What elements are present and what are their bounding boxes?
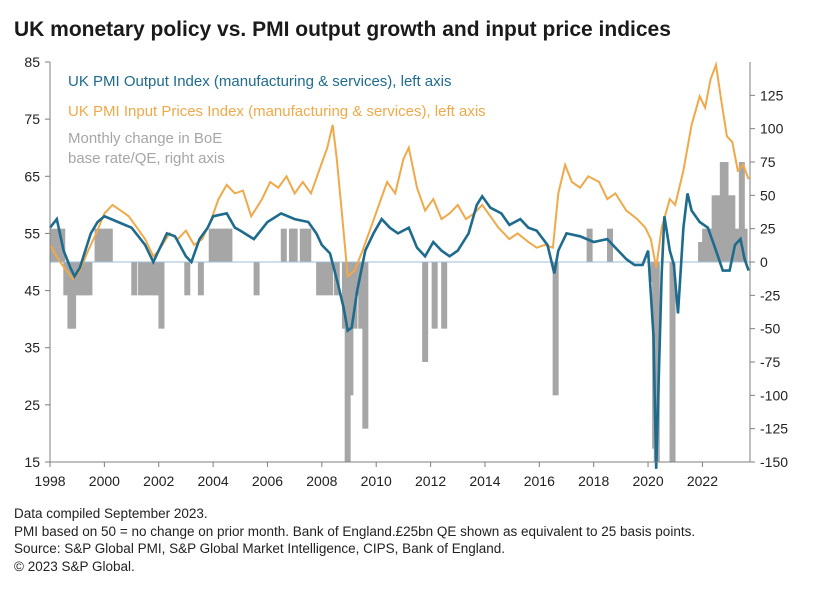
- boe-bar: [715, 195, 722, 262]
- right-tick-label: 100: [760, 121, 784, 137]
- boe-bar: [321, 262, 328, 296]
- boe-bar: [698, 242, 705, 262]
- right-tick-label: -75: [760, 354, 780, 370]
- boe-bar: [552, 262, 559, 396]
- left-tick-label: 35: [24, 340, 40, 356]
- boe-bar: [607, 228, 613, 262]
- boe-bar: [738, 162, 745, 262]
- left-tick-label: 75: [24, 111, 40, 127]
- x-tick-label: 2020: [632, 473, 663, 489]
- boe-bar: [711, 195, 718, 262]
- x-tick-label: 2016: [524, 473, 555, 489]
- x-tick-label: 2018: [578, 473, 609, 489]
- boe-bar: [441, 262, 448, 329]
- chart-plot: 1998 2000 2002 2004 2006 2008 2010 2012 2014 2016…: [24, 54, 788, 489]
- boe-bar: [208, 228, 215, 262]
- boe-bar: [55, 228, 62, 262]
- boe-bar: [147, 262, 154, 296]
- left-tick-label: 15: [24, 454, 40, 470]
- boe-bar: [362, 262, 369, 429]
- footnotes: Data compiled September 2023. PMI based …: [14, 505, 695, 575]
- boe-bar: [704, 228, 711, 262]
- x-tick-label: 2000: [89, 473, 120, 489]
- boe-bar: [78, 262, 85, 296]
- boe-bar: [280, 228, 287, 262]
- boe-bar: [305, 228, 312, 262]
- chart-title: UK monetary policy vs. PMI output growth…: [14, 18, 671, 41]
- boe-bar: [82, 262, 89, 296]
- boe-bar: [106, 228, 113, 262]
- boe-bar: [431, 262, 438, 329]
- boe-bar: [327, 262, 333, 296]
- x-tick-label: 2010: [361, 473, 392, 489]
- note-compiled: Data compiled September 2023.: [14, 506, 208, 521]
- right-tick-label: -150: [760, 454, 788, 470]
- boe-bar: [49, 228, 56, 262]
- legend-output: UK PMI Output Index (manufacturing & ser…: [68, 73, 452, 90]
- x-tick-label: 2006: [252, 473, 283, 489]
- right-tick-label: 0: [760, 254, 768, 270]
- boe-bar: [291, 228, 298, 262]
- right-tick-label: -50: [760, 321, 780, 337]
- x-tick-label: 2004: [198, 473, 229, 489]
- boe-bar: [218, 228, 225, 262]
- right-tick-label: 75: [760, 154, 776, 170]
- x-tick-label: 2014: [469, 473, 500, 489]
- right-tick-label: 125: [760, 87, 784, 103]
- boe-bar: [586, 228, 593, 262]
- boe-bar: [94, 228, 101, 262]
- boe-bar: [151, 262, 158, 296]
- boe-bar: [226, 228, 233, 262]
- left-tick-label: 85: [24, 54, 40, 70]
- note-copyright: © 2023 S&P Global.: [14, 558, 135, 574]
- right-tick-label: 50: [760, 187, 776, 203]
- boe-bar: [253, 262, 260, 296]
- right-tick-label: -100: [760, 387, 788, 403]
- boe-bar: [729, 195, 736, 262]
- boe-bar: [351, 262, 358, 329]
- x-tick-label: 2012: [415, 473, 446, 489]
- boe-bar: [74, 262, 81, 296]
- boe-bar: [158, 262, 165, 329]
- boe-bar: [669, 262, 676, 462]
- legend-input: UK PMI Input Prices Index (manufacturing…: [68, 103, 486, 120]
- boe-bar: [100, 228, 107, 262]
- left-tick-label: 25: [24, 397, 40, 413]
- boe-bar: [422, 262, 429, 362]
- boe-bar: [70, 262, 77, 329]
- boe-bar: [741, 228, 748, 262]
- x-tick-label: 2022: [687, 473, 718, 489]
- output-index-line: [48, 193, 750, 469]
- right-tick-label: -25: [760, 287, 780, 303]
- left-tick-label: 45: [24, 283, 40, 299]
- x-tick-label: 2002: [143, 473, 174, 489]
- boe-bar: [653, 262, 660, 462]
- boe-bars: [49, 162, 748, 462]
- boe-bar: [299, 228, 306, 262]
- boe-bar: [222, 228, 229, 262]
- right-tick-label: -125: [760, 421, 788, 437]
- boe-bar: [197, 262, 204, 296]
- boe-bar: [212, 228, 219, 262]
- left-tick-label: 55: [24, 225, 40, 241]
- boe-bar: [358, 262, 365, 329]
- x-tick-label: 1998: [34, 473, 65, 489]
- boe-bar: [184, 262, 191, 296]
- x-tick-label: 2008: [306, 473, 337, 489]
- legend-boe-line2: base rate/QE, right axis: [68, 150, 225, 167]
- boe-bar: [86, 262, 93, 296]
- boe-bar: [142, 262, 149, 296]
- note-source: Source: S&P Global PMI, S&P Global Marke…: [14, 541, 506, 556]
- right-tick-label: 25: [760, 221, 776, 237]
- boe-bar: [131, 262, 138, 296]
- left-tick-label: 65: [24, 168, 40, 184]
- note-pmi-basis: PMI based on 50 = no change on prior mon…: [14, 523, 696, 539]
- boe-bar: [138, 262, 145, 296]
- boe-bar: [725, 195, 732, 262]
- boe-bar: [733, 228, 740, 262]
- boe-bar: [316, 262, 323, 296]
- boe-bar: [63, 262, 70, 296]
- legend-boe-line1: Monthly change in BoE: [68, 130, 223, 147]
- input-prices-line: [49, 60, 750, 281]
